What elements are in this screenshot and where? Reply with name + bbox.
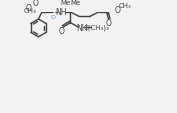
Text: Me: Me	[70, 0, 81, 6]
Text: O: O	[26, 4, 32, 13]
Text: NH: NH	[76, 23, 88, 32]
Text: CH₃: CH₃	[119, 3, 132, 9]
Text: O: O	[105, 19, 111, 28]
Text: C(CH₃)₃: C(CH₃)₃	[83, 25, 109, 31]
Text: Me: Me	[61, 0, 71, 6]
Text: O: O	[114, 6, 120, 15]
Text: CH₃: CH₃	[24, 8, 37, 14]
Text: O: O	[59, 27, 64, 36]
Text: O: O	[33, 0, 39, 8]
Text: NH: NH	[56, 8, 67, 17]
Text: D: D	[51, 15, 56, 20]
